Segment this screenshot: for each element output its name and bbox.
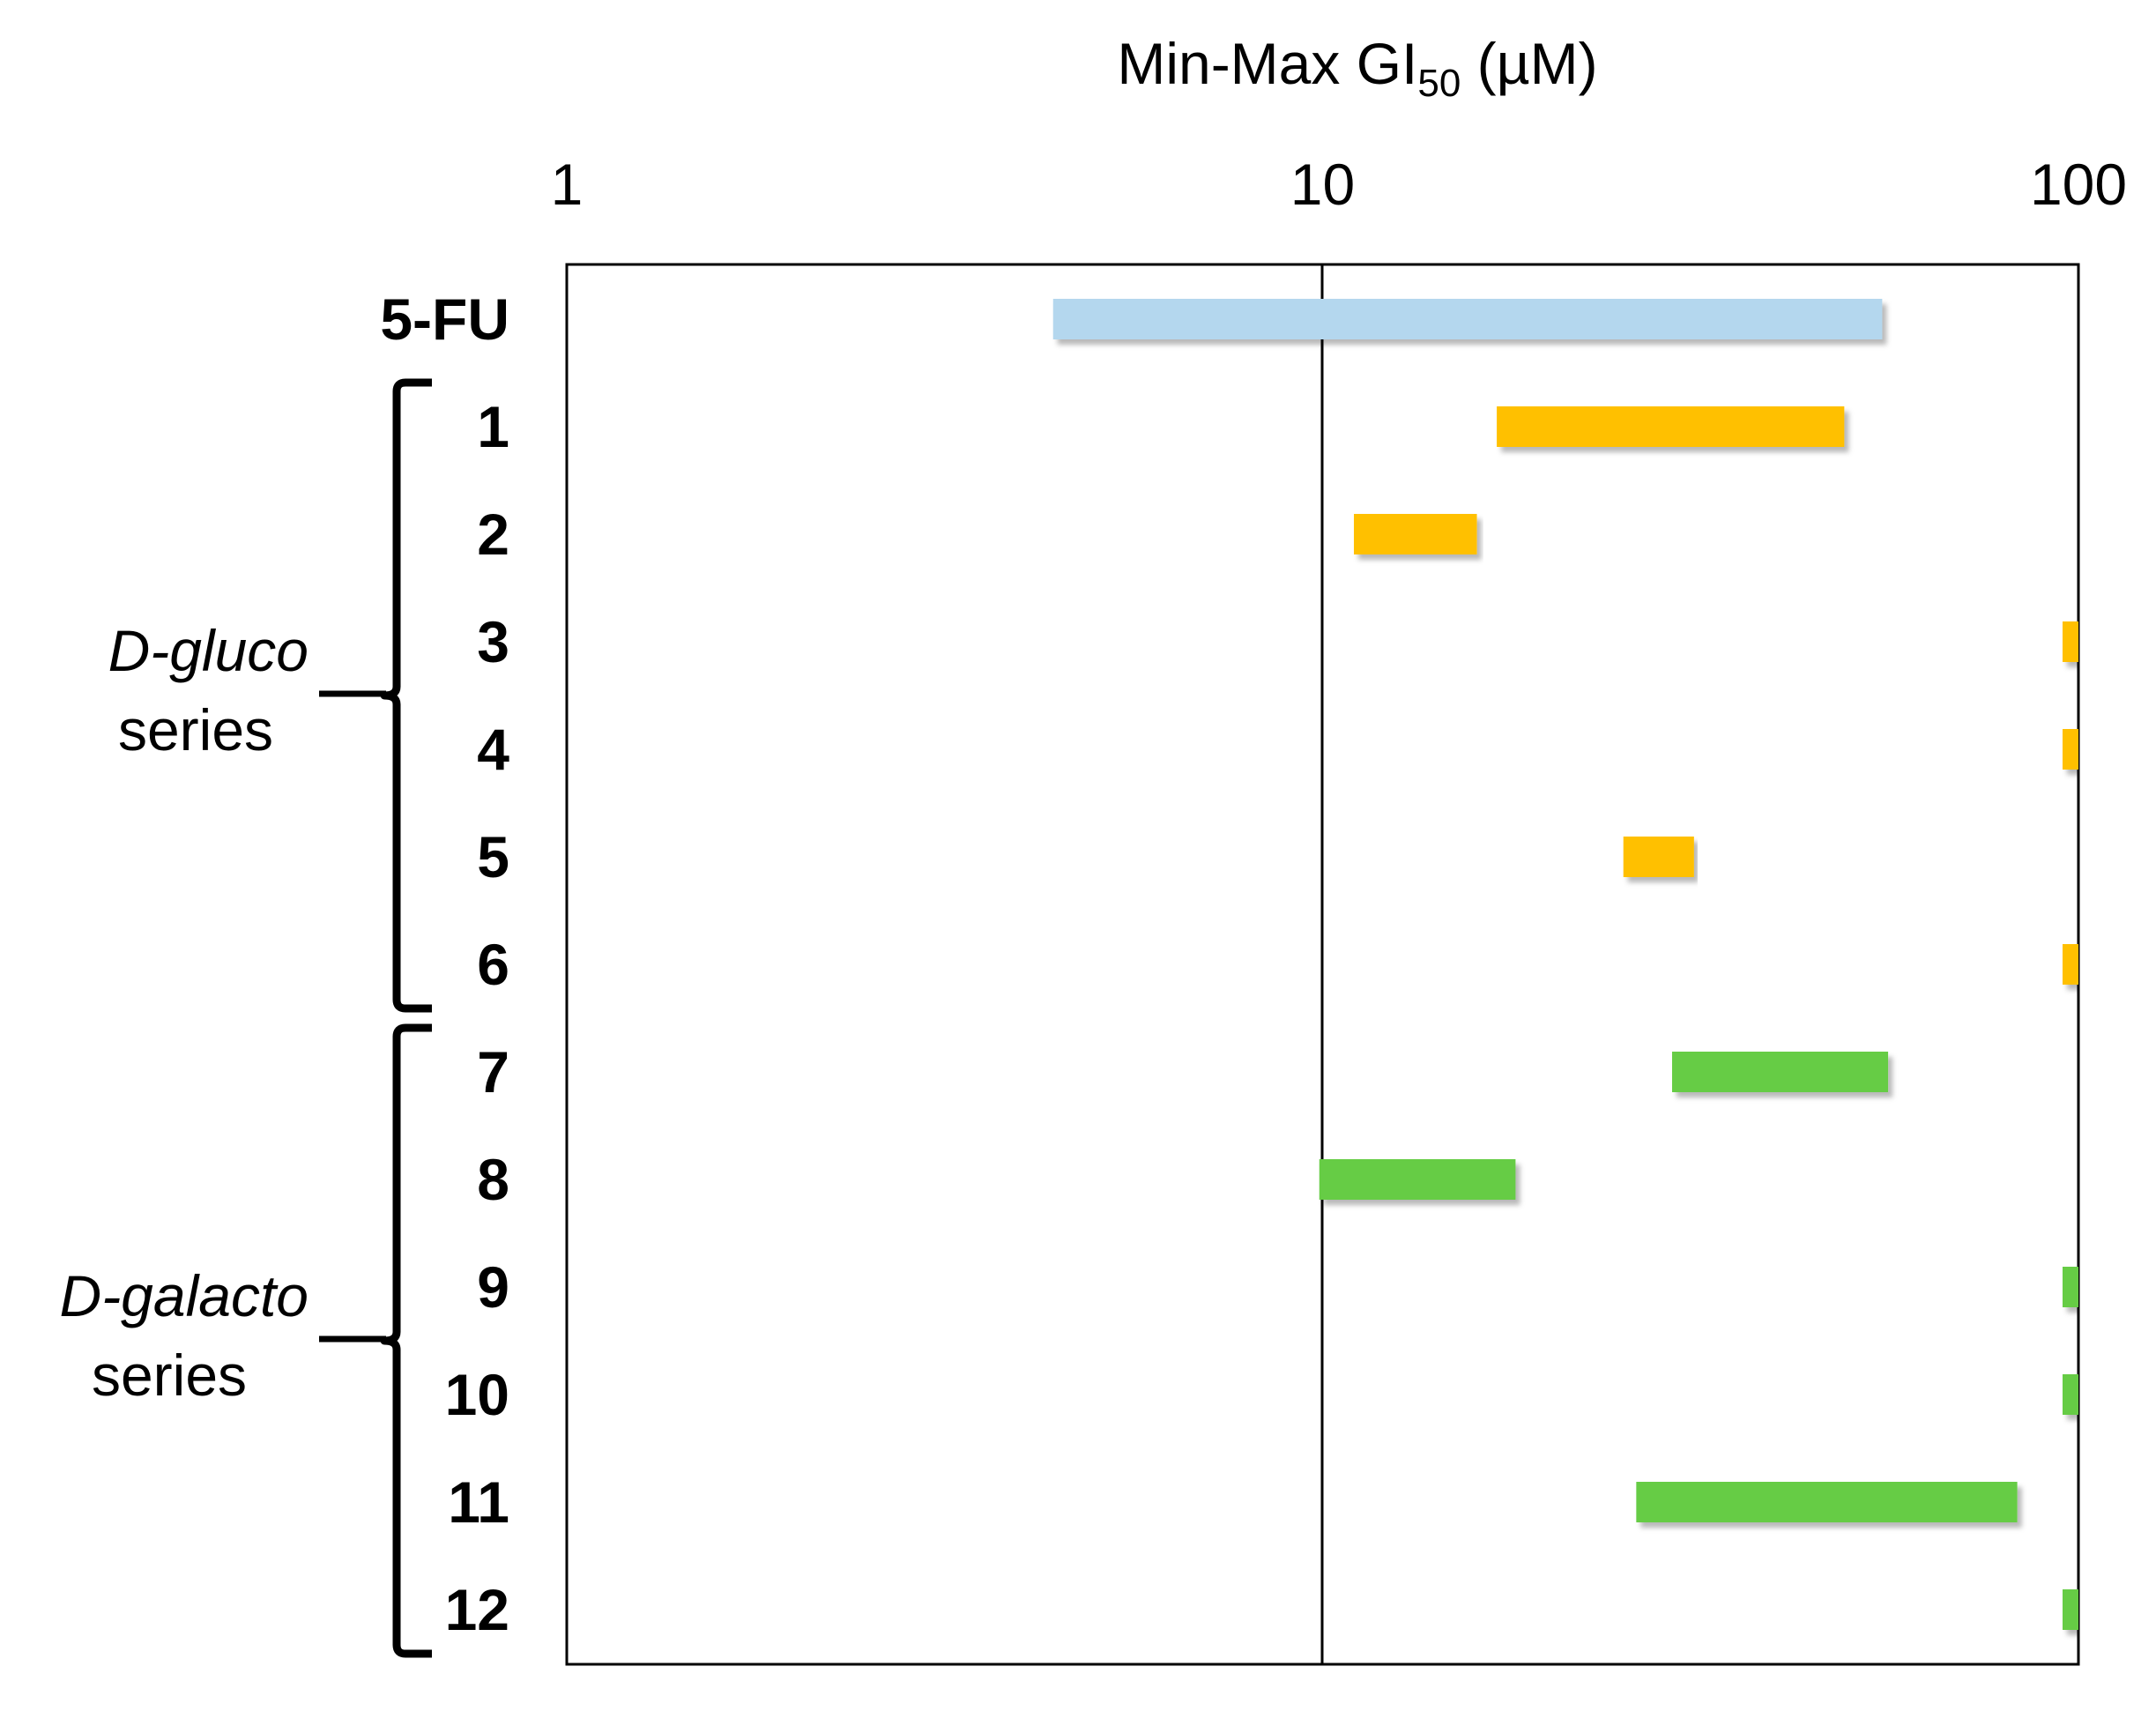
row-label-5-FU: 5-FU [380, 286, 509, 352]
range-bar-6 [2063, 944, 2078, 985]
x-tick-label-100: 100 [2030, 152, 2127, 217]
group-label-name-2: D-galacto [60, 1263, 309, 1328]
row-label-6: 6 [477, 932, 509, 997]
group-label-name-1: D-gluco [108, 618, 309, 683]
x-axis-title-main: Min-Max GI [1117, 31, 1417, 96]
range-bar-7 [1672, 1052, 1889, 1092]
range-bar-8 [1319, 1159, 1516, 1200]
x-axis-title: Min-Max GI50 (µM) [1117, 31, 1597, 105]
range-bar-5 [1623, 837, 1694, 877]
group-brackets: D-gluco series D-galacto series [60, 378, 432, 1658]
range-bar-11 [1636, 1482, 2018, 1522]
x-axis-title-subscript: 50 [1417, 62, 1461, 105]
x-tick-label-10: 10 [1290, 152, 1355, 217]
x-axis-title-unit: (µM) [1461, 31, 1597, 96]
range-bar-9 [2063, 1267, 2078, 1307]
group-label-series-1: series [118, 697, 273, 763]
row-label-3: 3 [477, 609, 509, 674]
row-label-8: 8 [477, 1147, 509, 1212]
range-bars [1052, 299, 2078, 1630]
range-bar-12 [2063, 1589, 2078, 1630]
row-label-1: 1 [477, 394, 509, 459]
row-label-5: 5 [477, 824, 509, 889]
row-label-10: 10 [445, 1362, 509, 1427]
group-bracket-2 [380, 1023, 432, 1658]
range-bar-10 [2063, 1374, 2078, 1415]
row-label-7: 7 [477, 1039, 509, 1105]
row-label-9: 9 [477, 1254, 509, 1320]
row-label-4: 4 [477, 717, 509, 782]
x-tick-label-1: 1 [551, 152, 584, 217]
group-label-series-2: series [92, 1343, 247, 1408]
range-bar-5-FU [1052, 299, 1883, 339]
row-label-11: 11 [448, 1469, 509, 1535]
group-bracket-1 [380, 378, 432, 1013]
row-label-2: 2 [477, 502, 509, 567]
range-bar-1 [1497, 406, 1845, 447]
range-bar-4 [2063, 729, 2078, 770]
range-bar-2 [1353, 514, 1477, 554]
range-bar-3 [2063, 621, 2078, 662]
row-label-12: 12 [445, 1577, 509, 1642]
x-tick-labels: 1 10 100 [551, 152, 2127, 217]
